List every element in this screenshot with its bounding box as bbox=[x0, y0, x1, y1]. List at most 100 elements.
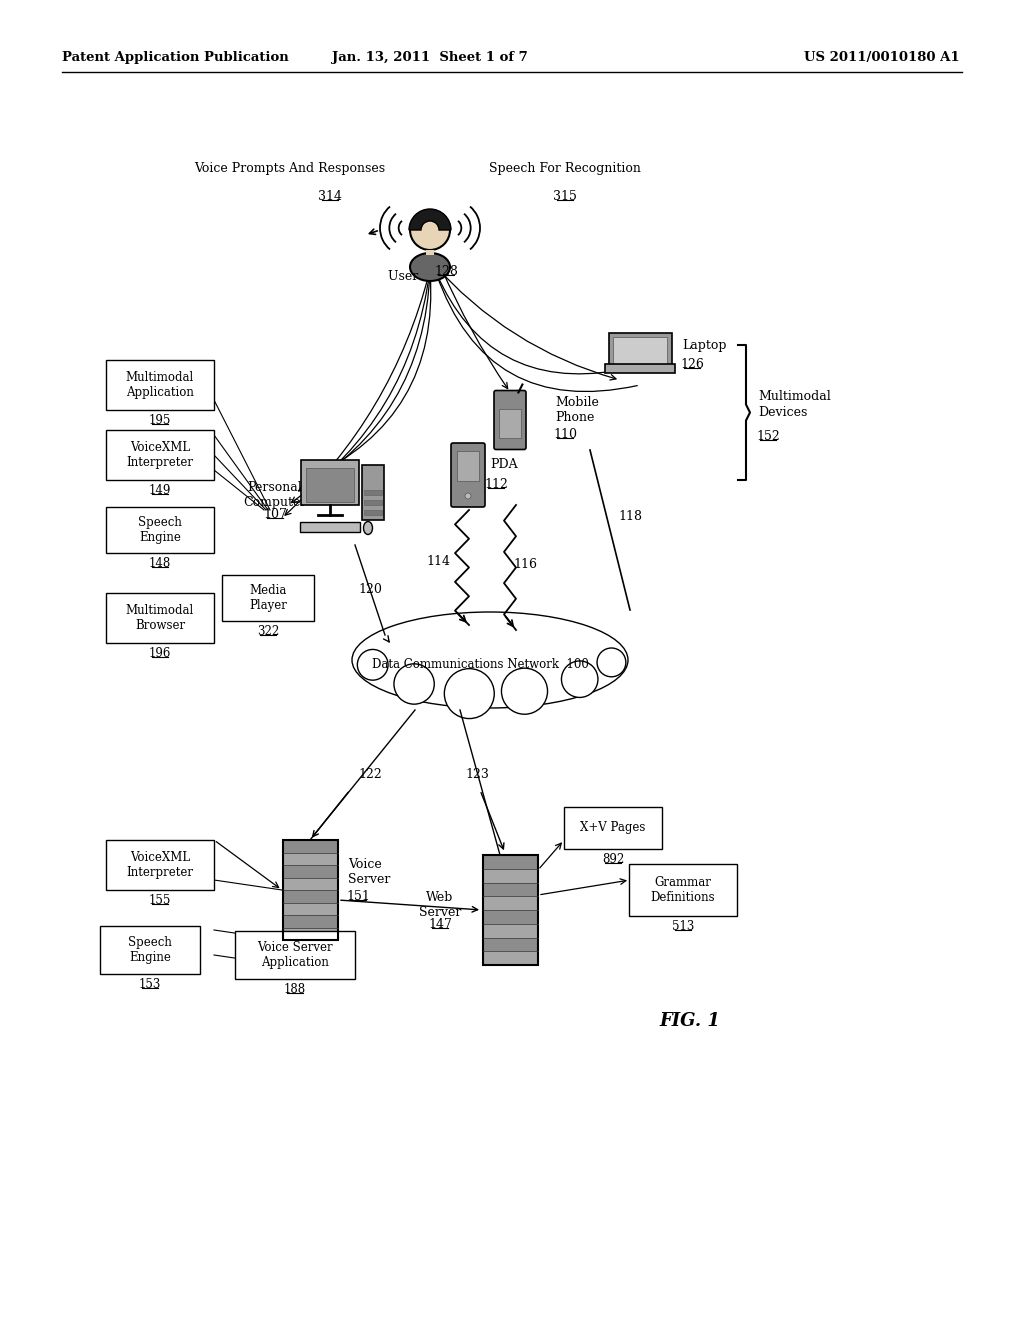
FancyBboxPatch shape bbox=[283, 903, 338, 915]
FancyBboxPatch shape bbox=[283, 878, 338, 890]
FancyBboxPatch shape bbox=[283, 853, 338, 865]
Text: 116: 116 bbox=[513, 558, 537, 572]
Text: Multimodal
Browser: Multimodal Browser bbox=[126, 605, 195, 632]
Text: 892: 892 bbox=[602, 853, 624, 866]
FancyBboxPatch shape bbox=[482, 883, 538, 896]
Text: Voice Server
Application: Voice Server Application bbox=[257, 941, 333, 969]
FancyBboxPatch shape bbox=[494, 391, 526, 450]
FancyBboxPatch shape bbox=[482, 909, 538, 924]
Text: 110: 110 bbox=[553, 428, 577, 441]
FancyBboxPatch shape bbox=[500, 409, 520, 438]
Wedge shape bbox=[409, 209, 451, 230]
FancyBboxPatch shape bbox=[106, 360, 214, 411]
FancyBboxPatch shape bbox=[364, 510, 382, 515]
Circle shape bbox=[465, 492, 471, 499]
Circle shape bbox=[410, 210, 450, 249]
Text: 107: 107 bbox=[263, 508, 287, 521]
FancyBboxPatch shape bbox=[457, 451, 479, 480]
FancyBboxPatch shape bbox=[106, 507, 214, 553]
FancyBboxPatch shape bbox=[283, 915, 338, 928]
FancyBboxPatch shape bbox=[106, 840, 214, 890]
FancyBboxPatch shape bbox=[106, 430, 214, 480]
Text: Media
Player: Media Player bbox=[249, 583, 287, 612]
Text: Speech
Engine: Speech Engine bbox=[138, 516, 182, 544]
Text: 153: 153 bbox=[139, 978, 161, 991]
Text: 148: 148 bbox=[148, 557, 171, 570]
Text: Multimodal
Devices: Multimodal Devices bbox=[758, 391, 830, 418]
Text: Speech
Engine: Speech Engine bbox=[128, 936, 172, 964]
Text: Laptop: Laptop bbox=[682, 338, 726, 351]
Text: Web
Server: Web Server bbox=[419, 891, 461, 919]
Circle shape bbox=[357, 649, 388, 680]
Text: 147: 147 bbox=[428, 917, 452, 931]
FancyBboxPatch shape bbox=[234, 931, 355, 979]
Text: Multimodal
Application: Multimodal Application bbox=[126, 371, 195, 399]
Text: Mobile
Phone: Mobile Phone bbox=[555, 396, 599, 424]
FancyBboxPatch shape bbox=[283, 840, 338, 853]
FancyBboxPatch shape bbox=[222, 576, 314, 620]
Text: Personal
Computer: Personal Computer bbox=[244, 480, 306, 510]
Text: 123: 123 bbox=[465, 768, 488, 781]
FancyBboxPatch shape bbox=[283, 865, 338, 878]
FancyBboxPatch shape bbox=[482, 937, 538, 952]
FancyBboxPatch shape bbox=[451, 444, 485, 507]
Text: 188: 188 bbox=[284, 983, 306, 997]
Text: Data Communications Network  100: Data Communications Network 100 bbox=[372, 659, 589, 672]
Text: Jan. 13, 2011  Sheet 1 of 7: Jan. 13, 2011 Sheet 1 of 7 bbox=[332, 51, 528, 65]
Text: 151: 151 bbox=[346, 890, 370, 903]
Text: 126: 126 bbox=[680, 358, 703, 371]
Text: 112: 112 bbox=[484, 478, 508, 491]
Text: 315: 315 bbox=[553, 190, 577, 203]
Circle shape bbox=[502, 668, 548, 714]
Text: User: User bbox=[388, 271, 422, 282]
Text: Voice Prompts And Responses: Voice Prompts And Responses bbox=[195, 162, 386, 176]
Text: 322: 322 bbox=[257, 624, 280, 638]
FancyBboxPatch shape bbox=[564, 807, 662, 849]
Text: 196: 196 bbox=[148, 647, 171, 660]
Circle shape bbox=[394, 664, 434, 704]
FancyBboxPatch shape bbox=[283, 928, 338, 940]
Ellipse shape bbox=[364, 521, 373, 535]
Text: VoiceXML
Interpreter: VoiceXML Interpreter bbox=[127, 441, 194, 469]
FancyBboxPatch shape bbox=[605, 363, 675, 372]
FancyBboxPatch shape bbox=[482, 855, 538, 869]
FancyBboxPatch shape bbox=[300, 521, 360, 532]
FancyBboxPatch shape bbox=[106, 593, 214, 643]
FancyBboxPatch shape bbox=[283, 890, 338, 903]
Text: 152: 152 bbox=[756, 430, 780, 444]
Text: Voice
Server: Voice Server bbox=[348, 858, 390, 886]
Text: 122: 122 bbox=[358, 768, 382, 781]
Text: 118: 118 bbox=[618, 510, 642, 523]
FancyBboxPatch shape bbox=[482, 869, 538, 883]
FancyBboxPatch shape bbox=[629, 865, 737, 916]
FancyBboxPatch shape bbox=[482, 896, 538, 909]
Text: 155: 155 bbox=[148, 894, 171, 907]
FancyBboxPatch shape bbox=[305, 467, 354, 502]
Text: 513: 513 bbox=[672, 920, 694, 933]
FancyBboxPatch shape bbox=[364, 490, 382, 495]
FancyBboxPatch shape bbox=[608, 333, 672, 368]
FancyBboxPatch shape bbox=[613, 337, 667, 366]
Text: 120: 120 bbox=[358, 583, 382, 597]
Circle shape bbox=[597, 648, 626, 677]
Text: 314: 314 bbox=[318, 190, 342, 203]
FancyBboxPatch shape bbox=[482, 952, 538, 965]
Text: VoiceXML
Interpreter: VoiceXML Interpreter bbox=[127, 851, 194, 879]
FancyBboxPatch shape bbox=[362, 465, 384, 520]
Text: X+V Pages: X+V Pages bbox=[581, 821, 646, 834]
Text: 149: 149 bbox=[148, 484, 171, 498]
Text: 128: 128 bbox=[434, 265, 458, 279]
Ellipse shape bbox=[352, 612, 628, 708]
Text: Grammar
Definitions: Grammar Definitions bbox=[650, 876, 716, 904]
FancyBboxPatch shape bbox=[482, 924, 538, 937]
Text: PDA: PDA bbox=[490, 458, 517, 471]
Circle shape bbox=[561, 661, 598, 697]
FancyBboxPatch shape bbox=[301, 459, 359, 506]
Ellipse shape bbox=[410, 253, 450, 281]
Text: Speech For Recognition: Speech For Recognition bbox=[489, 162, 641, 176]
Text: FIG. 1: FIG. 1 bbox=[659, 1012, 721, 1030]
FancyBboxPatch shape bbox=[100, 927, 200, 974]
Text: US 2011/0010180 A1: US 2011/0010180 A1 bbox=[805, 51, 961, 65]
FancyBboxPatch shape bbox=[426, 249, 434, 255]
Text: 195: 195 bbox=[148, 414, 171, 426]
